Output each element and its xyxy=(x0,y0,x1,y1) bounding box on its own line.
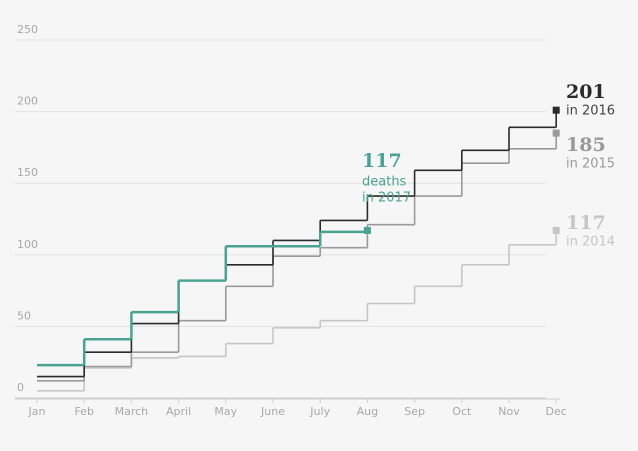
x-tick-label: Dec xyxy=(546,405,567,418)
series-label: in 2014 xyxy=(566,235,615,250)
x-tick-label: April xyxy=(166,405,191,418)
series-label: in 2015 xyxy=(566,157,615,172)
y-tick-label: 150 xyxy=(17,166,38,179)
x-tick-label: June xyxy=(260,405,285,418)
unit-label: deaths xyxy=(362,175,407,190)
value-label: 185 xyxy=(566,134,606,156)
value-label: 201 xyxy=(566,81,606,103)
value-label: 117 xyxy=(566,212,606,234)
x-tick-label: Nov xyxy=(498,405,520,418)
x-tick-label: March xyxy=(115,405,149,418)
end-marker xyxy=(552,129,560,137)
series-label: in 2017 xyxy=(362,191,411,206)
end-marker xyxy=(363,226,371,234)
y-tick-label: 250 xyxy=(17,23,38,36)
x-tick-label: Aug xyxy=(357,405,378,418)
x-tick-label: July xyxy=(309,405,330,418)
y-tick-label: 50 xyxy=(17,309,31,322)
series-label: in 2016 xyxy=(566,104,615,119)
x-tick-label: Sep xyxy=(404,405,425,418)
y-tick-label: 200 xyxy=(17,95,38,108)
x-tick-label: Jan xyxy=(28,405,46,418)
y-tick-label: 0 xyxy=(17,381,24,394)
y-tick-label: 100 xyxy=(17,238,38,251)
x-tick-label: Feb xyxy=(74,405,93,418)
x-tick-label: Oct xyxy=(452,405,472,418)
end-marker xyxy=(552,226,560,234)
end-marker xyxy=(552,106,560,114)
x-tick-label: May xyxy=(214,405,237,418)
value-label: 117 xyxy=(362,150,402,172)
